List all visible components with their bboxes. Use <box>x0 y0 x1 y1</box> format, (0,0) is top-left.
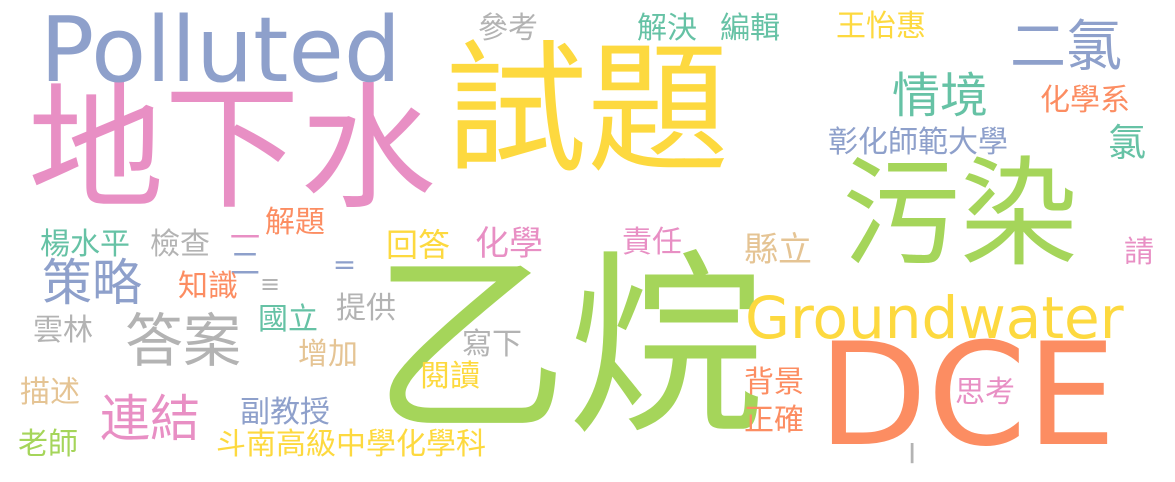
word-celue: 策略 <box>42 254 142 312</box>
word-huida: 回答 <box>386 226 451 264</box>
word-cankao: 參考 <box>478 11 538 46</box>
word-yangshuiping: 楊水平 <box>40 227 130 262</box>
word-dixiashui: 地下水 <box>28 71 436 229</box>
word-yunlin: 雲林 <box>33 313 93 348</box>
word-i: I <box>908 437 917 470</box>
word-huaxuexi: 化學系 <box>1040 83 1130 118</box>
word-fujiaoshou: 副教授 <box>240 395 330 430</box>
word-qing: 請 <box>1124 235 1154 270</box>
word-sikao: 思考 <box>955 375 1015 410</box>
word-dce: DCE <box>818 313 1117 478</box>
word-laoshi: 老師 <box>18 427 78 462</box>
word-jiejue: 解決 <box>637 11 697 46</box>
word-wangyihui: 王怡惠 <box>836 9 926 44</box>
word-qingjing: 情境 <box>892 68 989 124</box>
word-beijing: 背景 <box>744 365 804 400</box>
word-tigong: 提供 <box>336 291 396 326</box>
word-yiwan: 乙烷 <box>372 234 765 462</box>
word-lv: 氯 <box>1108 121 1147 165</box>
word-xiexia: 寫下 <box>462 327 522 362</box>
word-dounan: 斗南高級中學化學科 <box>216 427 486 462</box>
word-daan: 答案 <box>125 307 242 375</box>
word-jieti: 解題 <box>265 205 325 240</box>
word-polluted: Polluted <box>40 0 401 103</box>
word-yuedu: 閱讀 <box>420 359 480 394</box>
word-zengjia: 增加 <box>298 337 358 372</box>
word-lianjie: 連結 <box>100 390 200 448</box>
word-erlv: 二氯 <box>1010 15 1122 80</box>
word-equals: = <box>328 248 361 281</box>
word-zhengque: 正確 <box>744 403 804 438</box>
word-guoli: 國立 <box>258 302 318 337</box>
word-bianji: 編輯 <box>720 11 780 46</box>
word-zhishi: 知識 <box>178 269 238 304</box>
word-changhua: 彰化師範大學 <box>828 125 1008 160</box>
word-miaoshu: 描述 <box>20 375 80 410</box>
word-zeren: 責任 <box>622 225 682 260</box>
word-er: 二 <box>230 247 260 282</box>
word-wuran: 污染 <box>842 145 1079 283</box>
word-san: ≡ <box>256 270 284 298</box>
word-jiancha: 檢查 <box>150 227 210 262</box>
word-shiti: 試題 <box>445 28 729 193</box>
word-groundwater: Groundwater <box>745 284 1124 352</box>
word-huaxue: 化學 <box>475 224 543 264</box>
word-yi: 一 <box>230 221 260 256</box>
word-xianli: 縣立 <box>744 230 812 270</box>
